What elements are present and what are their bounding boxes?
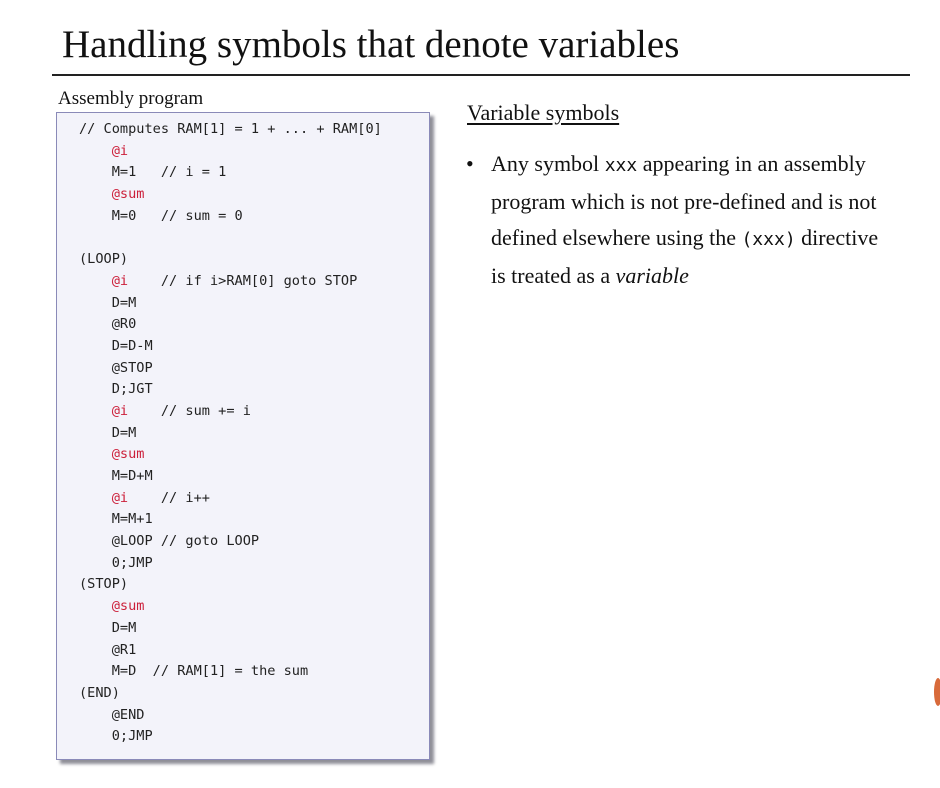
- code-line: // Computes RAM[1] = 1 + ... + RAM[0]: [79, 119, 382, 141]
- code-instruction: M=D+M: [111, 468, 153, 484]
- slide-title: Handling symbols that denote variables: [62, 23, 680, 66]
- code-comment: // goto LOOP: [152, 533, 260, 550]
- code-comment: // i++: [128, 489, 210, 506]
- code-label: (END): [79, 684, 120, 701]
- code-comment: // i = 1: [136, 164, 227, 181]
- code-line: (LOOP): [79, 249, 382, 271]
- code-instruction: D=M: [111, 424, 137, 441]
- code-line: @sum: [79, 596, 382, 618]
- code-line: @STOP: [79, 358, 382, 380]
- code-instruction: D=M: [111, 619, 137, 636]
- code-comment: // sum = 0: [136, 207, 243, 224]
- code-line: 0;JMP: [79, 726, 382, 748]
- code-listing: // Computes RAM[1] = 1 + ... + RAM[0] @i…: [79, 119, 382, 748]
- bullet-text-part-3: directive is treated as a: [491, 225, 879, 288]
- code-instruction: M=0: [111, 207, 137, 224]
- code-line: 0;JMP: [79, 553, 382, 575]
- code-line: @i // sum += i: [79, 401, 382, 423]
- code-line: @i // if i>RAM[0] goto STOP: [79, 271, 382, 293]
- code-line: M=M+1: [79, 509, 382, 531]
- code-instruction: @R0: [111, 316, 137, 333]
- code-line: @sum: [79, 184, 382, 206]
- code-comment: // Computes RAM[1] = 1 + ... + RAM[0]: [79, 121, 382, 137]
- code-line: D;JGT: [79, 379, 382, 401]
- code-line: @R1: [79, 640, 382, 662]
- code-instruction: M=D: [111, 663, 137, 680]
- code-instruction: @STOP: [111, 359, 153, 376]
- variable-symbol: @i: [111, 272, 129, 289]
- code-line: D=D-M: [79, 336, 382, 358]
- code-line: (STOP): [79, 574, 382, 596]
- variable-symbol: @i: [111, 142, 129, 159]
- code-line: (END): [79, 683, 382, 705]
- bullet-text-part-2: appearing in an assembly program which i…: [491, 151, 877, 250]
- code-line: M=D+M: [79, 466, 382, 488]
- code-instruction: 0;JMP: [111, 554, 153, 571]
- title-divider: [52, 74, 910, 76]
- bullet-marker: •: [466, 151, 474, 176]
- code-line: @sum: [79, 444, 382, 466]
- code-comment: // sum += i: [128, 402, 251, 419]
- variable-symbol: @sum: [111, 446, 145, 463]
- code-line: [79, 227, 382, 249]
- variable-symbol: @sum: [111, 598, 145, 615]
- code-line: @R0: [79, 314, 382, 336]
- code-line: M=0 // sum = 0: [79, 206, 382, 228]
- code-line: M=1 // i = 1: [79, 162, 382, 184]
- code-instruction: D;JGT: [111, 381, 153, 398]
- code-line: @END: [79, 705, 382, 727]
- bullet-text-part-1: Any symbol: [491, 151, 605, 176]
- code-caption: Assembly program: [58, 88, 204, 109]
- code-line: @i // i++: [79, 488, 382, 510]
- code-label: (LOOP): [79, 251, 129, 268]
- symbol-example: xxx: [604, 155, 638, 176]
- code-panel: // Computes RAM[1] = 1 + ... + RAM[0] @i…: [56, 112, 430, 760]
- code-comment: // if i>RAM[0] goto STOP: [128, 272, 358, 289]
- code-instruction: @END: [111, 706, 145, 723]
- code-line: D=M: [79, 293, 382, 315]
- code-instruction: D=D-M: [111, 337, 153, 354]
- code-instruction: 0;JMP: [111, 728, 153, 745]
- code-line: @i: [79, 141, 382, 163]
- code-instruction: @R1: [111, 641, 137, 658]
- code-instruction: M=M+1: [111, 511, 153, 528]
- section-heading: Variable symbols: [467, 100, 620, 125]
- variable-symbol: @i: [111, 489, 129, 506]
- code-instruction: D=M: [111, 294, 137, 311]
- emphasis-variable: variable: [615, 263, 689, 288]
- code-comment: // RAM[1] = the sum: [136, 663, 309, 680]
- edge-mark: [934, 678, 940, 706]
- bullet-text: Any symbol xxx appearing in an assembly …: [491, 146, 891, 294]
- variable-symbol: @i: [111, 402, 129, 419]
- directive-example: (xxx): [741, 229, 796, 250]
- code-line: D=M: [79, 423, 382, 445]
- code-line: M=D // RAM[1] = the sum: [79, 661, 382, 683]
- code-instruction: M=1: [111, 164, 137, 181]
- code-instruction: @LOOP: [111, 533, 153, 550]
- code-label: (STOP): [79, 576, 129, 593]
- variable-symbol: @sum: [111, 186, 145, 203]
- code-line: D=M: [79, 618, 382, 640]
- code-line: @LOOP // goto LOOP: [79, 531, 382, 553]
